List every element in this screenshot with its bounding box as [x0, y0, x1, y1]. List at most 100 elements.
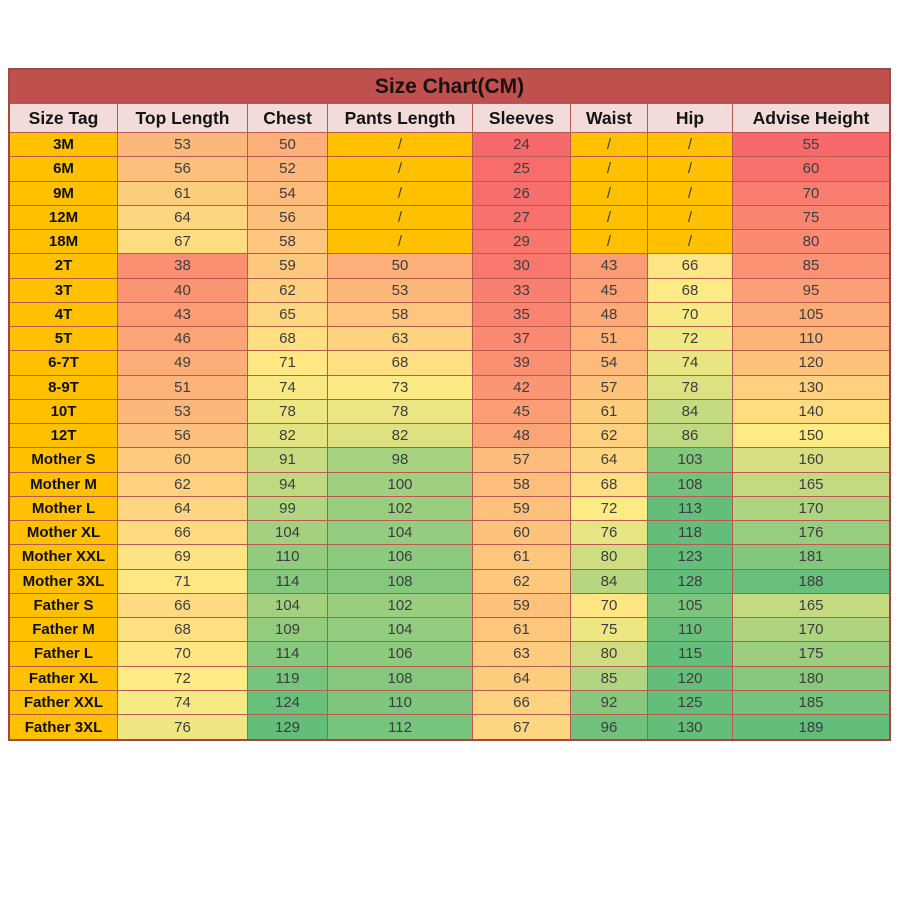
data-cell: 60 [733, 157, 889, 182]
data-cell: 75 [571, 618, 648, 643]
size-tag-cell: Father XXL [10, 690, 118, 715]
data-cell: 43 [571, 254, 648, 279]
data-cell: 68 [328, 351, 473, 376]
data-cell: 66 [473, 690, 571, 715]
data-cell: 124 [248, 690, 328, 715]
data-cell: / [328, 133, 473, 158]
data-cell: 78 [248, 399, 328, 424]
data-cell: 73 [328, 375, 473, 400]
data-cell: 53 [118, 399, 248, 424]
data-cell: 108 [648, 472, 733, 497]
data-cell: 75 [733, 205, 889, 230]
data-cell: 57 [473, 448, 571, 473]
data-cell: 54 [248, 181, 328, 206]
column-header-top-length: Top Length [118, 104, 248, 133]
size-tag-cell: 8-9T [10, 375, 118, 400]
data-cell: 74 [118, 690, 248, 715]
data-cell: 27 [473, 205, 571, 230]
size-tag-cell: Mother XL [10, 521, 118, 546]
data-cell: 54 [571, 351, 648, 376]
data-cell: 71 [118, 569, 248, 594]
data-cell: 61 [473, 618, 571, 643]
data-cell: / [571, 230, 648, 255]
data-cell: 96 [571, 715, 648, 740]
data-cell: / [648, 157, 733, 182]
data-cell: 113 [648, 496, 733, 521]
data-cell: 58 [328, 302, 473, 327]
data-cell: 86 [648, 424, 733, 449]
data-cell: 105 [648, 593, 733, 618]
data-cell: 114 [248, 569, 328, 594]
data-cell: 92 [571, 690, 648, 715]
data-cell: 45 [571, 278, 648, 303]
data-cell: 53 [118, 133, 248, 158]
size-tag-cell: Mother XXL [10, 545, 118, 570]
data-cell: 185 [733, 690, 889, 715]
data-cell: 106 [328, 545, 473, 570]
data-cell: 66 [118, 593, 248, 618]
data-cell: 76 [118, 715, 248, 740]
data-cell: 104 [328, 618, 473, 643]
data-cell: 25 [473, 157, 571, 182]
data-cell: 74 [248, 375, 328, 400]
data-cell: 165 [733, 472, 889, 497]
data-cell: 104 [248, 521, 328, 546]
size-tag-cell: Mother S [10, 448, 118, 473]
data-cell: 94 [248, 472, 328, 497]
data-cell: / [648, 181, 733, 206]
data-cell: 50 [328, 254, 473, 279]
data-cell: 102 [328, 593, 473, 618]
data-cell: 66 [118, 521, 248, 546]
data-cell: 130 [648, 715, 733, 740]
data-cell: 29 [473, 230, 571, 255]
size-tag-cell: 3T [10, 278, 118, 303]
data-cell: 62 [473, 569, 571, 594]
data-cell: 59 [473, 496, 571, 521]
data-cell: 91 [248, 448, 328, 473]
data-cell: 37 [473, 327, 571, 352]
data-cell: 140 [733, 399, 889, 424]
data-cell: 40 [118, 278, 248, 303]
data-cell: 70 [118, 642, 248, 667]
column-header-size-tag: Size Tag [10, 104, 118, 133]
data-cell: 105 [733, 302, 889, 327]
size-tag-cell: 9M [10, 181, 118, 206]
data-cell: 53 [328, 278, 473, 303]
data-cell: / [648, 205, 733, 230]
data-cell: / [648, 230, 733, 255]
data-cell: 110 [733, 327, 889, 352]
data-cell: 26 [473, 181, 571, 206]
data-cell: 61 [473, 545, 571, 570]
data-cell: 80 [733, 230, 889, 255]
data-cell: 98 [328, 448, 473, 473]
data-cell: 62 [571, 424, 648, 449]
data-cell: 102 [328, 496, 473, 521]
data-cell: 170 [733, 496, 889, 521]
data-cell: 51 [118, 375, 248, 400]
data-cell: 78 [328, 399, 473, 424]
data-cell: 58 [473, 472, 571, 497]
data-cell: 72 [571, 496, 648, 521]
column-header-hip: Hip [648, 104, 733, 133]
data-cell: 103 [648, 448, 733, 473]
data-cell: 82 [328, 424, 473, 449]
data-cell: 123 [648, 545, 733, 570]
data-cell: 64 [118, 496, 248, 521]
data-cell: 68 [248, 327, 328, 352]
data-cell: 64 [118, 205, 248, 230]
column-header-waist: Waist [571, 104, 648, 133]
data-cell: 165 [733, 593, 889, 618]
data-cell: 63 [328, 327, 473, 352]
data-cell: 68 [118, 618, 248, 643]
data-cell: 80 [571, 642, 648, 667]
data-cell: 45 [473, 399, 571, 424]
data-cell: / [328, 181, 473, 206]
data-cell: 129 [248, 715, 328, 740]
data-cell: 49 [118, 351, 248, 376]
data-cell: 57 [571, 375, 648, 400]
data-cell: 33 [473, 278, 571, 303]
data-cell: 74 [648, 351, 733, 376]
data-cell: 108 [328, 569, 473, 594]
data-cell: 189 [733, 715, 889, 740]
data-cell: 170 [733, 618, 889, 643]
